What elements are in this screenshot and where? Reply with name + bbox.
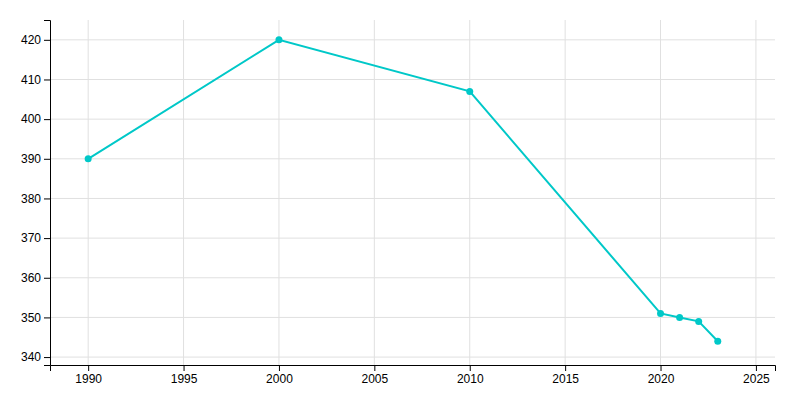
tick: 360 (21, 271, 50, 285)
tick-mark (756, 365, 757, 371)
tick-label: 370 (21, 231, 41, 245)
tick: 2020 (648, 365, 675, 386)
tick: 2015 (552, 365, 579, 386)
grid-line (50, 198, 775, 199)
marks (85, 36, 722, 344)
grid-line (88, 20, 89, 365)
tick: 1995 (171, 365, 198, 386)
grid-line (50, 79, 775, 80)
tick-mark (44, 79, 50, 80)
data-point (657, 310, 664, 317)
tick-mark (374, 365, 375, 371)
grid-line (565, 20, 566, 365)
axis-line (51, 366, 776, 372)
grid-line (50, 277, 775, 278)
tick: 390 (21, 152, 50, 166)
tick-label: 350 (21, 311, 41, 325)
grid-line (50, 357, 775, 358)
tick-label: 2025 (743, 372, 770, 386)
tick-mark (44, 198, 50, 199)
tick: 420 (21, 33, 50, 47)
tick-mark (565, 365, 566, 371)
data-point (676, 314, 683, 321)
tick-label: 340 (21, 350, 41, 364)
grid-line (50, 158, 775, 159)
tick-label: 390 (21, 152, 41, 166)
grid-line (755, 20, 756, 365)
tick-label: 2010 (457, 372, 484, 386)
tick-label: 400 (21, 112, 41, 126)
tick-mark (44, 159, 50, 160)
grid-line (50, 317, 775, 318)
tick: 350 (21, 311, 50, 325)
tick-mark (44, 317, 50, 318)
grid-line (469, 20, 470, 365)
tick: 400 (21, 112, 50, 126)
y-axis: 340 350 360 370 380 390 400 410 420 (21, 21, 51, 366)
tick-label: 2020 (648, 372, 675, 386)
grid-line (278, 20, 279, 365)
grid (50, 20, 775, 365)
data-point (714, 338, 721, 345)
tick-label: 1990 (75, 372, 102, 386)
tick: 410 (21, 73, 50, 87)
tick: 370 (21, 231, 50, 245)
data-point (695, 318, 702, 325)
tick-mark (44, 119, 50, 120)
tick-label: 410 (21, 73, 41, 87)
x-axis: 1990 1995 2000 2005 2010 2015 2020 2025 (51, 365, 776, 386)
tick-label: 2015 (552, 372, 579, 386)
tick: 380 (21, 192, 50, 206)
chart-svg: 1990 1995 2000 2005 2010 2015 2020 2025 340 350 36… (0, 0, 800, 400)
grid-line (50, 119, 775, 120)
tick-label: 360 (21, 271, 41, 285)
tick-label: 380 (21, 192, 41, 206)
tick-mark (44, 238, 50, 239)
tick: 2005 (361, 365, 388, 386)
plot-area: 1990 1995 2000 2005 2010 2015 2020 2025 340 350 36… (21, 20, 776, 386)
data-point (85, 155, 92, 162)
grid-line (50, 238, 775, 239)
tick-mark (88, 365, 89, 371)
grid-line (183, 20, 184, 365)
data-point (466, 88, 473, 95)
data-line (88, 40, 718, 341)
tick: 340 (21, 350, 50, 364)
data-point (275, 36, 282, 43)
grid-line (50, 39, 775, 40)
tick: 2025 (743, 365, 770, 386)
tick-mark (44, 357, 50, 358)
tick-mark (470, 365, 471, 371)
tick-mark (279, 365, 280, 371)
chart-container: 1990 1995 2000 2005 2010 2015 2020 2025 340 350 36… (0, 0, 800, 400)
tick: 2000 (266, 365, 293, 386)
tick-label: 420 (21, 33, 41, 47)
tick-mark (661, 365, 662, 371)
tick: 2010 (457, 365, 484, 386)
tick-mark (44, 278, 50, 279)
tick-mark (44, 40, 50, 41)
tick-label: 2000 (266, 372, 293, 386)
tick-label: 1995 (171, 372, 198, 386)
grid-line (374, 20, 375, 365)
tick-mark (184, 365, 185, 371)
tick-label: 2005 (361, 372, 388, 386)
tick: 1990 (75, 365, 102, 386)
axis-line (44, 21, 51, 366)
